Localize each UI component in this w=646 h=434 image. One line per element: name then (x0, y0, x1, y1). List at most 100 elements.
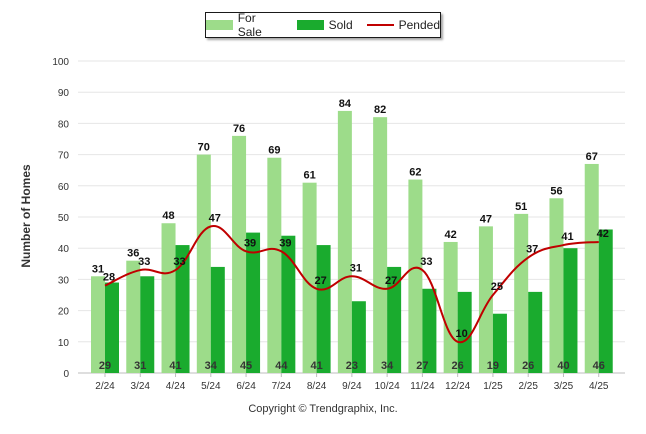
x-tick-label: 11/24 (410, 381, 435, 392)
legend-swatch-for-sale (206, 20, 233, 30)
data-label-sold: 31 (134, 360, 146, 372)
data-label-sold: 26 (522, 360, 534, 372)
x-tick-label: 1/25 (483, 381, 503, 392)
legend-label-sold: Sold (328, 18, 353, 32)
x-tick-label: 4/25 (589, 381, 609, 392)
data-label-for-sale: 62 (409, 167, 421, 179)
y-tick-label: 10 (58, 338, 70, 349)
x-tick-label: 3/24 (131, 381, 151, 392)
x-tick-label: 7/24 (272, 381, 292, 392)
y-tick-label: 70 (58, 151, 70, 162)
x-tick-label: 4/24 (166, 381, 186, 392)
x-tick-label: 10/24 (375, 381, 400, 392)
x-tick-label: 12/24 (445, 381, 470, 392)
pended-line-layer (104, 225, 599, 344)
data-labels-layer: 31 29 36 31 48 41 70 34 76 45 69 44 61 41 84 23 82 34 62 27… (92, 98, 609, 372)
x-tick-label: 6/24 (236, 381, 256, 392)
data-label-pended: 31 (350, 262, 362, 274)
bar-sold (105, 282, 119, 373)
bar-sold (351, 301, 366, 373)
y-axis-ticks: 0 10 20 30 40 50 60 70 80 90 100 (52, 57, 69, 380)
data-label-for-sale: 82 (374, 104, 386, 116)
data-label-sold: 44 (275, 360, 288, 372)
x-tick-label: 9/24 (342, 381, 362, 392)
bar-for-sale (91, 276, 105, 373)
bar-for-sale (373, 117, 388, 373)
legend-label-for-sale: For Sale (237, 11, 262, 39)
data-label-sold: 27 (416, 360, 428, 372)
y-axis-label: Number of Homes (19, 164, 33, 268)
legend-item-pended[interactable]: Pended (366, 18, 440, 32)
bar-sold (316, 245, 331, 373)
legend-label-pended: Pended (398, 18, 440, 32)
data-label-sold: 23 (346, 360, 358, 372)
data-label-for-sale: 84 (339, 98, 352, 110)
bar-sold (492, 313, 507, 373)
data-label-for-sale: 70 (198, 142, 210, 154)
data-label-for-sale: 47 (480, 213, 492, 225)
data-label-for-sale: 61 (303, 170, 315, 182)
bar-for-sale (161, 223, 176, 373)
data-label-for-sale: 51 (515, 201, 527, 213)
data-label-for-sale: 48 (162, 210, 174, 222)
bar-for-sale (196, 154, 211, 373)
bar-sold (422, 288, 437, 373)
bar-for-sale (126, 260, 141, 373)
bar-for-sale (443, 241, 458, 373)
data-label-pended: 37 (526, 244, 538, 256)
bar-for-sale (337, 110, 352, 374)
legend-item-for-sale[interactable]: For Sale (206, 11, 283, 39)
x-tick-label: 3/25 (554, 381, 574, 392)
data-label-pended: 27 (314, 275, 326, 287)
data-label-sold: 26 (452, 360, 464, 372)
y-tick-label: 50 (58, 213, 70, 224)
data-label-sold: 46 (593, 360, 605, 372)
y-tick-label: 60 (58, 182, 70, 193)
data-label-pended: 47 (209, 212, 221, 224)
bar-sold (210, 266, 225, 373)
copyright-text: Copyright © Trendgraphix, Inc. (248, 403, 398, 415)
bar-sold (246, 232, 261, 373)
bar-for-sale (232, 135, 247, 373)
data-label-pended: 33 (173, 256, 185, 268)
data-label-sold: 34 (205, 360, 218, 372)
x-tick-label: 2/24 (95, 381, 115, 392)
data-label-pended: 25 (491, 281, 503, 293)
bar-for-sale (584, 163, 599, 373)
pended-line (104, 225, 599, 344)
data-label-pended: 41 (561, 231, 573, 243)
legend-swatch-sold (296, 20, 324, 30)
x-tick-label: 5/24 (201, 381, 221, 392)
bar-for-sale (478, 226, 493, 373)
bars-layer (91, 110, 613, 374)
legend-item-sold[interactable]: Sold (296, 18, 353, 32)
bar-for-sale (408, 179, 423, 373)
bar-sold (175, 245, 190, 373)
data-label-pended: 42 (597, 228, 609, 240)
data-label-pended: 28 (103, 272, 115, 284)
data-label-pended: 10 (456, 328, 468, 340)
x-tick-label: 2/25 (518, 381, 538, 392)
y-tick-label: 100 (52, 57, 69, 68)
data-label-for-sale: 31 (92, 263, 104, 275)
data-label-sold: 19 (487, 360, 499, 372)
data-label-sold: 40 (557, 360, 569, 372)
data-label-pended: 27 (385, 275, 397, 287)
data-label-pended: 39 (244, 237, 256, 249)
data-label-pended: 33 (420, 256, 432, 268)
bar-for-sale (514, 213, 529, 373)
y-tick-label: 80 (58, 119, 70, 130)
data-label-pended: 33 (138, 256, 150, 268)
bar-for-sale (549, 198, 564, 373)
data-label-sold: 34 (381, 360, 394, 372)
y-tick-label: 20 (58, 307, 70, 318)
data-label-for-sale: 56 (550, 185, 562, 197)
x-axis: 2/24 3/24 4/24 5/24 6/24 7/24 8/24 9/24 10/24 11/… (78, 372, 625, 392)
legend: For Sale Sold Pended (205, 11, 441, 39)
bar-sold (528, 291, 543, 373)
y-tick-label: 90 (58, 88, 70, 99)
bar-sold (457, 291, 472, 373)
data-label-sold: 41 (169, 360, 181, 372)
data-label-for-sale: 76 (233, 123, 245, 135)
